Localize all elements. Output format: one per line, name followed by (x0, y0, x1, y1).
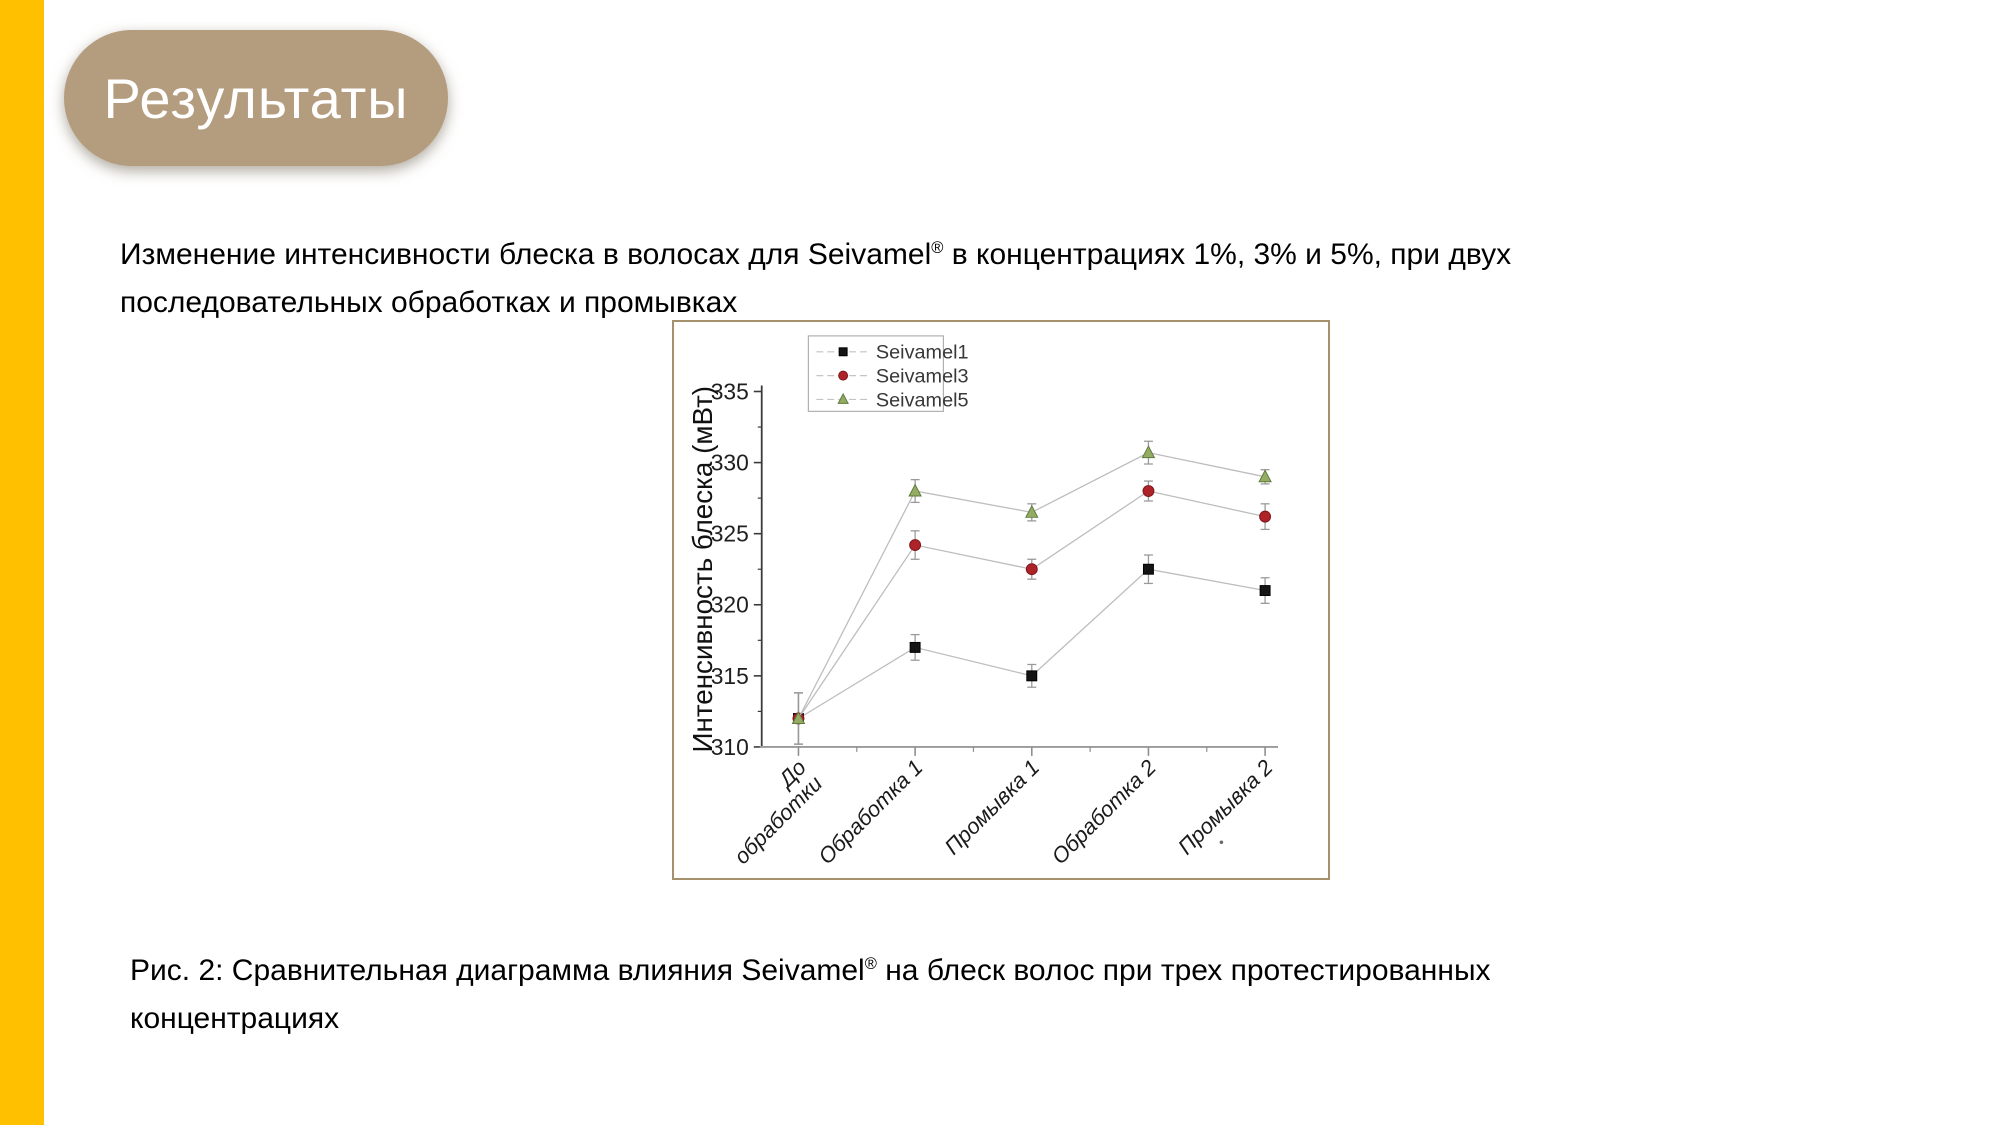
title-badge: Результаты (64, 30, 448, 166)
page-title: Результаты (103, 66, 409, 130)
legend-entry: Seivamel1 (876, 342, 969, 364)
intro-text: Изменение интенсивности блеска в волосах… (120, 224, 1760, 327)
svg-text:335: 335 (711, 378, 749, 404)
caption-prefix: Рис. 2: Сравнительная диаграмма влияния … (130, 954, 865, 987)
registered-mark: ® (864, 955, 877, 973)
x-tick-label: Обработка 1 (813, 755, 927, 869)
registered-mark: ® (931, 239, 944, 257)
caption-line2: концентрациях (130, 1002, 340, 1035)
series-Seivamel1 (792, 554, 1271, 745)
series-Seivamel5 (791, 440, 1272, 745)
stray-dot (1219, 840, 1224, 845)
results-chart-figure: 310 315 320 325 330 335 Интенсивность блеска (… (672, 320, 1330, 880)
svg-text:330: 330 (711, 450, 749, 476)
legend-entry: Seivamel3 (876, 366, 969, 388)
y-axis: 310 315 320 325 330 335 (711, 378, 763, 760)
intro-line2: последовательных обработках и промывках (120, 286, 738, 319)
intro-prefix: Изменение интенсивности блеска в волосах… (120, 238, 932, 271)
y-axis-label: Интенсивность блеска (мВт) (687, 386, 718, 753)
x-tick-label: Дообработки (713, 755, 827, 869)
x-tick-label: Промывка 2 (1173, 755, 1278, 860)
intro-line1-rest: в концентрациях 1%, 3% и 5%, при двух (943, 238, 1512, 271)
svg-text:310: 310 (711, 734, 749, 760)
svg-text:320: 320 (711, 592, 749, 618)
svg-text:315: 315 (711, 663, 749, 689)
legend-entry: Seivamel5 (876, 389, 969, 411)
svg-text:325: 325 (711, 521, 749, 547)
caption-line1-rest: на блеск волос при трех протестированных (876, 954, 1491, 987)
x-tick-label: Обработка 2 (1047, 755, 1161, 869)
x-tick-label: Промывка 1 (939, 755, 1044, 860)
left-accent-bar (0, 0, 44, 1125)
figure-caption: Рис. 2: Сравнительная диаграмма влияния … (130, 940, 1690, 1043)
